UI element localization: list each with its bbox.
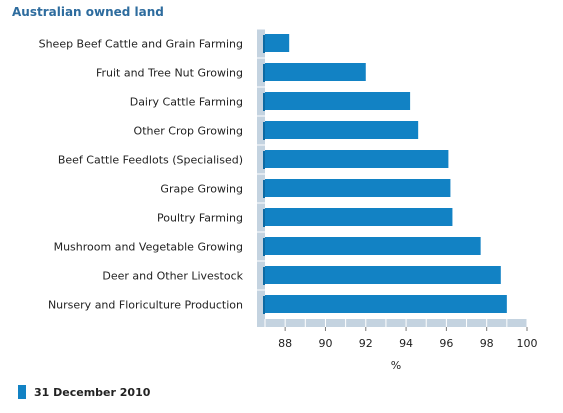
bar-edge	[263, 64, 265, 82]
x-tick-label: 88	[278, 337, 292, 350]
bar	[265, 121, 419, 139]
legend-label: 31 December 2010	[34, 385, 151, 399]
category-label: Dairy Cattle Farming	[130, 96, 243, 109]
category-label: Poultry Farming	[157, 212, 243, 225]
bar-edge	[263, 93, 265, 111]
legend-swatch	[18, 385, 26, 399]
category-label: Beef Cattle Feedlots (Specialised)	[58, 154, 243, 167]
bar-edge	[263, 267, 265, 285]
x-tick-label: 100	[517, 337, 538, 350]
bar-edge	[263, 180, 265, 198]
bar	[265, 208, 453, 226]
chart-title: Australian owned land	[12, 5, 164, 19]
category-label: Grape Growing	[160, 183, 243, 196]
category-label: Sheep Beef Cattle and Grain Farming	[39, 38, 243, 51]
bar	[265, 92, 411, 110]
bar	[265, 179, 451, 197]
bar-edge	[263, 296, 265, 314]
x-tick-label: 94	[399, 337, 413, 350]
category-label: Deer and Other Livestock	[102, 270, 243, 283]
bar-edge	[263, 35, 265, 53]
bar	[265, 237, 481, 255]
plot-floor	[257, 319, 527, 327]
bar-edge	[263, 122, 265, 140]
category-label: Other Crop Growing	[134, 125, 243, 138]
bar	[265, 295, 507, 313]
bar-edge	[263, 209, 265, 227]
bar-edge	[263, 238, 265, 256]
legend: 31 December 2010	[18, 385, 150, 399]
x-axis-title: %	[391, 359, 401, 372]
bar	[265, 266, 501, 284]
category-label: Mushroom and Vegetable Growing	[54, 241, 243, 254]
category-label: Nursery and Floriculture Production	[48, 299, 243, 312]
x-tick-label: 92	[359, 337, 373, 350]
x-tick-label: 96	[439, 337, 453, 350]
category-label: Fruit and Tree Nut Growing	[96, 67, 243, 80]
bar	[265, 63, 366, 81]
x-tick-label: 90	[318, 337, 332, 350]
bar	[265, 34, 290, 52]
x-tick-label: 98	[480, 337, 494, 350]
bar	[265, 150, 449, 168]
bar-edge	[263, 151, 265, 169]
